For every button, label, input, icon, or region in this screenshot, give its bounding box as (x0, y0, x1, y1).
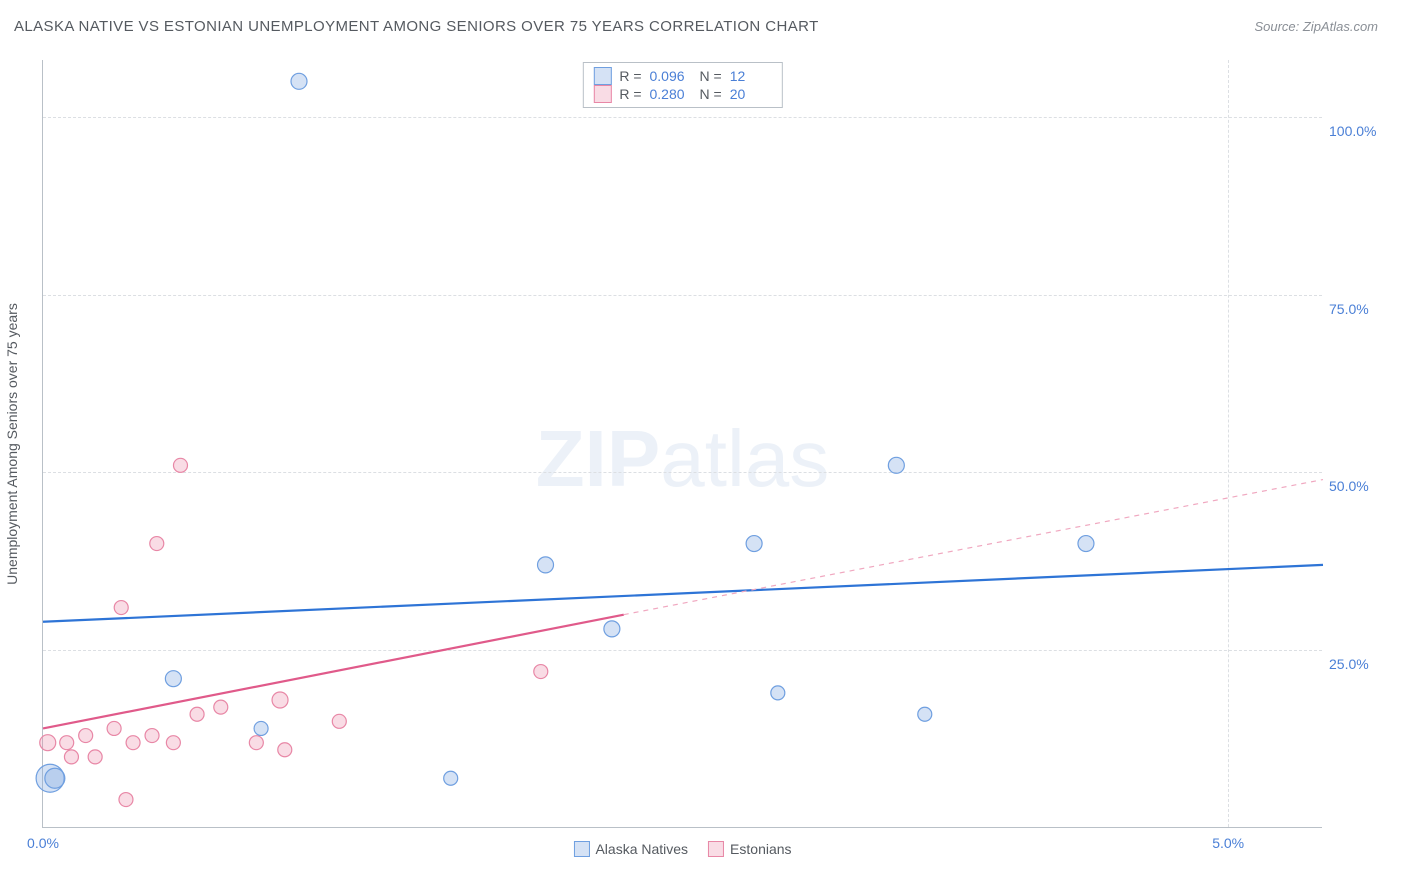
scatter-point-estonian (272, 692, 288, 708)
scatter-point-estonian (126, 736, 140, 750)
scatter-point-estonian (107, 721, 121, 735)
plot-area: ZIPatlas 25.0%50.0%75.0%100.0% 0.0%5.0% … (42, 60, 1322, 828)
scatter-point-alaska (538, 557, 554, 573)
scatter-point-estonian (249, 736, 263, 750)
legend-label-estonian: Estonians (730, 841, 791, 857)
y-tick-label: 50.0% (1329, 478, 1384, 494)
trend-line (624, 480, 1323, 615)
n-value-alaska: 12 (730, 68, 772, 84)
n-value-estonian: 20 (730, 86, 772, 102)
scatter-point-estonian (190, 707, 204, 721)
r-label: R = (619, 86, 641, 102)
n-label: N = (700, 86, 722, 102)
y-tick-label: 75.0% (1329, 301, 1384, 317)
r-value-estonian: 0.280 (650, 86, 692, 102)
scatter-point-estonian (278, 743, 292, 757)
scatter-point-alaska (746, 536, 762, 552)
plot-container: Unemployment Among Seniors over 75 years… (42, 60, 1322, 828)
legend-swatch-estonian-icon (708, 841, 724, 857)
x-tick-label: 0.0% (27, 835, 59, 851)
scatter-point-alaska (291, 73, 307, 89)
scatter-point-estonian (166, 736, 180, 750)
stats-row-estonian: R = 0.280 N = 20 (593, 85, 771, 103)
source-label: Source: ZipAtlas.com (1254, 19, 1378, 34)
scatter-point-alaska (1078, 536, 1094, 552)
stats-legend: R = 0.096 N = 12 R = 0.280 N = 20 (582, 62, 782, 108)
scatter-point-alaska (918, 707, 932, 721)
scatter-point-alaska (45, 768, 65, 788)
scatter-point-estonian (150, 537, 164, 551)
scatter-point-estonian (145, 729, 159, 743)
scatter-point-alaska (604, 621, 620, 637)
legend-label-alaska: Alaska Natives (595, 841, 688, 857)
scatter-point-estonian (534, 665, 548, 679)
chart-header: ALASKA NATIVE VS ESTONIAN UNEMPLOYMENT A… (0, 0, 1406, 43)
scatter-point-alaska (444, 771, 458, 785)
scatter-point-alaska (771, 686, 785, 700)
scatter-point-estonian (79, 729, 93, 743)
scatter-point-estonian (214, 700, 228, 714)
legend-item-alaska: Alaska Natives (573, 841, 688, 857)
legend-swatch-alaska-icon (573, 841, 589, 857)
scatter-point-estonian (64, 750, 78, 764)
r-value-alaska: 0.096 (650, 68, 692, 84)
x-tick-label: 5.0% (1212, 835, 1244, 851)
scatter-point-estonian (119, 793, 133, 807)
y-tick-label: 25.0% (1329, 656, 1384, 672)
scatter-point-estonian (40, 735, 56, 751)
scatter-point-alaska (888, 457, 904, 473)
scatter-point-estonian (88, 750, 102, 764)
scatter-point-estonian (60, 736, 74, 750)
scatter-point-estonian (173, 458, 187, 472)
chart-svg (43, 60, 1322, 827)
legend-swatch-estonian (593, 85, 611, 103)
trend-line (43, 565, 1323, 622)
bottom-legend: Alaska Natives Estonians (573, 841, 791, 857)
legend-item-estonian: Estonians (708, 841, 791, 857)
stats-row-alaska: R = 0.096 N = 12 (593, 67, 771, 85)
scatter-point-estonian (114, 601, 128, 615)
scatter-point-estonian (332, 714, 346, 728)
scatter-point-alaska (254, 721, 268, 735)
y-tick-label: 100.0% (1329, 123, 1384, 139)
legend-swatch-alaska (593, 67, 611, 85)
chart-title: ALASKA NATIVE VS ESTONIAN UNEMPLOYMENT A… (14, 18, 819, 35)
n-label: N = (700, 68, 722, 84)
scatter-point-alaska (165, 671, 181, 687)
y-axis-label: Unemployment Among Seniors over 75 years (4, 303, 20, 585)
r-label: R = (619, 68, 641, 84)
